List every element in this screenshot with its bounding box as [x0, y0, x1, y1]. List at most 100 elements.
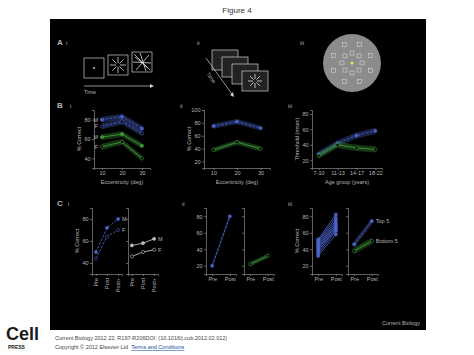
series-marker — [334, 213, 337, 216]
y-axis-line — [204, 209, 207, 275]
y-axis-title: % Correct — [74, 228, 80, 253]
chart: 20406080PrePost% Correctiii — [288, 201, 343, 282]
series-marker — [370, 220, 373, 223]
x-tick: 30 — [139, 168, 145, 176]
fixation-dot — [93, 67, 95, 69]
plot-area — [353, 218, 374, 254]
x-tick: 10 — [211, 168, 217, 176]
x-tick: 14-17 — [350, 168, 364, 176]
y-tick — [126, 219, 128, 220]
x-tick: 10 — [99, 168, 105, 176]
series-line — [319, 145, 376, 156]
y-axis-line — [202, 111, 205, 169]
stimulus-frame — [108, 55, 128, 75]
stimulus-frame — [84, 58, 104, 78]
x-tick-label: Pre — [208, 276, 217, 282]
x-tick-label: 7-10 — [314, 170, 325, 176]
y-tick-label: 40 — [302, 142, 308, 148]
series-line — [132, 239, 154, 246]
target-location — [368, 69, 372, 73]
diagram-label: iii — [300, 40, 304, 46]
x-tick-label: Post — [263, 276, 274, 282]
y-tick: 80 — [302, 214, 312, 220]
y-tick-label: 40 — [84, 156, 90, 162]
y-tick-mark — [310, 114, 312, 115]
y-axis: 20406080100 — [191, 107, 204, 168]
series-marker — [266, 254, 269, 257]
y-tick-mark — [202, 110, 204, 111]
series-line — [318, 218, 336, 241]
series-marker — [212, 148, 215, 151]
figure-slide: Figure 4ABCiiiiiiTimeTime406080102030MFM… — [0, 0, 474, 355]
x-tick-label: 10 — [99, 170, 105, 176]
y-tick-mark — [310, 233, 312, 234]
x-tick-label: 11-13 — [331, 170, 345, 176]
plot-area — [249, 253, 270, 266]
series-label: M — [122, 216, 127, 222]
series-marker — [141, 242, 144, 245]
series-marker — [153, 248, 156, 251]
y-axis-line — [310, 111, 313, 169]
y-axis — [126, 209, 129, 275]
y-tick: 60 — [196, 230, 206, 236]
y-tick: 60 — [194, 133, 204, 139]
mask-line — [135, 57, 148, 68]
y-axis-line — [90, 209, 93, 275]
y-tick: 60 — [302, 127, 312, 133]
y-axis-title: Threshold (msec) — [294, 117, 300, 160]
x-tick: Pre — [129, 274, 135, 287]
series-label: M — [93, 117, 98, 123]
y-tick-label: 20 — [196, 263, 202, 269]
series-line — [212, 216, 230, 266]
y-axis: 20406080 — [302, 209, 312, 275]
series-marker — [235, 141, 238, 144]
target-spoke — [257, 81, 262, 82]
x-tick: Post — [331, 274, 342, 282]
x-tick-mark — [107, 274, 108, 276]
target-location — [350, 71, 354, 75]
y-tick-mark — [204, 249, 206, 250]
citation: Current Biology 2012 22, R197-R206DOI: (… — [55, 335, 227, 341]
panel-letter: A — [57, 38, 63, 47]
target-location — [332, 69, 336, 73]
series-line — [96, 219, 118, 252]
y-tick-label: 80 — [302, 214, 308, 220]
y-tick-mark — [90, 219, 92, 220]
y-axis-title: % Correct — [76, 126, 82, 151]
time-caption: Time — [84, 89, 96, 95]
series-marker — [120, 133, 123, 136]
series-marker — [105, 235, 108, 238]
y-tick-mark — [242, 216, 244, 217]
copyright: Copyright © 2012 Elsevier Ltd — [55, 344, 128, 350]
series-marker — [120, 140, 123, 143]
series-label: M — [158, 236, 163, 242]
target-location — [343, 68, 347, 72]
y-tick-label: 20 — [194, 159, 200, 165]
y-tick-label: 100 — [191, 107, 200, 113]
y-axis-line — [310, 209, 313, 275]
terms-link[interactable]: Terms and Conditions — [131, 344, 184, 350]
x-tick: 7-10 — [314, 168, 325, 176]
y-tick — [346, 266, 348, 267]
y-tick-mark — [126, 263, 128, 264]
target-location — [342, 43, 346, 47]
y-tick-mark — [204, 233, 206, 234]
y-axis — [346, 209, 349, 275]
target-spoke — [110, 65, 116, 66]
x-tick: Post — [140, 274, 146, 289]
page-background — [0, 0, 474, 355]
target-location — [342, 79, 346, 83]
chart: PrePostPost+MF — [126, 209, 163, 293]
x-axis-line — [129, 275, 159, 277]
y-tick: 80 — [302, 111, 312, 117]
y-tick-label: 60 — [194, 133, 200, 139]
y-tick-mark — [346, 216, 348, 217]
y-tick — [242, 249, 244, 250]
error-band — [213, 119, 260, 131]
x-tick: 11-13 — [331, 168, 345, 176]
y-tick: 80 — [194, 120, 204, 126]
x-tick-label: Pre — [129, 278, 135, 287]
x-axis-title: Age group (years) — [325, 179, 369, 185]
y-axis-title: % Correct — [186, 126, 192, 151]
error-band — [354, 238, 372, 255]
